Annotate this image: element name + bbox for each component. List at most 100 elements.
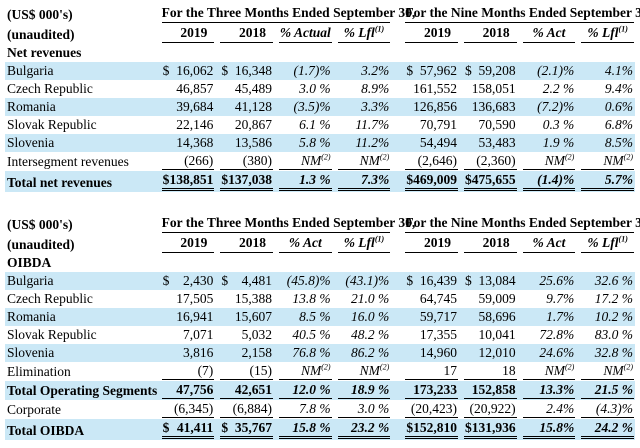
dollar-sign: $ [221, 172, 229, 187]
cell-value: 58,696 [478, 309, 516, 324]
cell-value: 15,607 [234, 309, 272, 324]
dollar-sign: $ [464, 63, 472, 78]
table-row: Intersegment revenues (266) (380) NM(2) NM(2… [5, 152, 635, 171]
value-cell: $137,038 [215, 171, 274, 192]
spacer-cell [391, 272, 401, 290]
cell-value: 21.0 % [351, 291, 390, 306]
value-cell: $35,767 [215, 419, 274, 440]
value-cell: 8.5% [576, 134, 635, 152]
value-cell: 3.0 % [274, 80, 333, 98]
cell-value: (15) [220, 363, 273, 380]
value-cell: (20,423) [400, 400, 459, 419]
cell-value: (266) [161, 153, 215, 170]
cell-value: 16.0 % [351, 309, 390, 324]
column-header-row: (unaudited) 2019 2018 % Act % Lfl(1) 2019 2018… [5, 234, 635, 254]
amount: 16,062 [176, 63, 214, 78]
row-label: Total net revenues [5, 171, 157, 192]
amount: 137,038 [228, 172, 272, 187]
value-cell: 70,590 [459, 116, 518, 134]
row-label: Corporate [7, 402, 61, 417]
cell-value: NM(2) [581, 363, 634, 380]
cell-value: $59,208 [464, 63, 517, 79]
value-cell: NM(2) [274, 152, 333, 171]
cell-value: 1.7% [546, 309, 575, 324]
cell-value: 45,489 [234, 81, 272, 96]
group-header: For the Nine Months Ended September 30, [405, 215, 640, 233]
empty-cell [576, 254, 635, 272]
value-cell: (1.7)% [273, 62, 333, 80]
value-cell: 59,717 [400, 308, 459, 326]
value-cell: $2,430 [156, 272, 216, 290]
group-header: For the Three Months Ended September 30, [161, 215, 415, 233]
value-cell: 86.2 % [332, 344, 392, 362]
amount: 131,936 [471, 420, 516, 435]
empty-cell [518, 44, 577, 62]
group-header-row: (US$ 000's) For the Three Months Ended Se… [5, 4, 640, 24]
group-header-row: (US$ 000's) For the Three Months Ended Se… [5, 214, 640, 234]
value-cell: (266) [157, 152, 216, 171]
cell-value: 2.4% [522, 401, 576, 418]
cell-value: (3.5)% [293, 99, 331, 114]
spacer-cell [391, 419, 401, 440]
cell-value: 8.5 % [299, 309, 331, 324]
value-cell: 161,552 [400, 80, 459, 98]
row-label: Slovenia [5, 134, 157, 152]
column-header: % Act [522, 235, 576, 253]
cell-value: 2,158 [241, 345, 272, 360]
column-header-cell: % Lfl(1) [576, 234, 635, 254]
cell-value: 2.2 % [542, 81, 575, 96]
column-header: 2018 [463, 25, 517, 43]
cell-value: 9.4% [604, 81, 633, 96]
spacer-cell [391, 381, 401, 400]
cell-value: (7) [161, 363, 215, 380]
column-header: % Lfl(1) [337, 235, 391, 253]
spacer-cell [391, 134, 401, 152]
cell-value: (20,922) [463, 401, 517, 418]
value-cell: 13.3% [517, 381, 577, 400]
units-label: (US$ 000's) [7, 7, 73, 22]
value-cell: 4.1% [576, 62, 635, 80]
value-cell: 2.2 % [518, 80, 577, 98]
value-cell: 21.0 % [333, 290, 392, 308]
value-cell: NM(2) [518, 152, 577, 171]
value-cell: $138,851 [156, 171, 216, 192]
value-cell: (45.8)% [273, 272, 333, 290]
cell-value: 13.8 % [292, 291, 331, 306]
amount: 152,810 [413, 420, 457, 435]
column-header-cell: 2018 [215, 234, 274, 254]
section-row: Net revenues [5, 44, 635, 62]
row-label: Slovak Republic [7, 327, 97, 342]
cell-value: 47,756 [161, 382, 215, 399]
cell-value: 14,960 [419, 345, 457, 360]
spacer-cell [391, 44, 400, 62]
column-header-cell: 2019 [157, 24, 216, 44]
cell-value: 7.8 % [278, 401, 332, 418]
table-row: Corporate (6,345) (6,884) 7.8 % 3.0 % (20,423… [5, 400, 635, 419]
value-cell: 32.6 % [576, 272, 635, 290]
value-cell: 10.2 % [576, 308, 635, 326]
value-cell: 1.7% [517, 308, 577, 326]
column-header: 2019 [161, 235, 215, 253]
value-cell: 15.8 % [273, 419, 333, 440]
dollar-sign: $ [406, 420, 414, 435]
value-cell: 6.1 % [274, 116, 333, 134]
empty-cell [215, 44, 274, 62]
cell-value: (2.1)% [537, 63, 575, 78]
row-label: Elimination [7, 364, 71, 379]
cell-value: (45.8)% [286, 273, 331, 288]
value-cell: NM(2) [576, 152, 635, 171]
cell-value: $475,655 [463, 172, 517, 191]
cell-value: 59,717 [419, 309, 457, 324]
empty-cell [576, 44, 635, 62]
cell-value: (20,423) [405, 401, 458, 418]
cell-value: (2,646) [405, 153, 458, 170]
value-cell: $475,655 [458, 171, 518, 192]
empty-cell [518, 254, 577, 272]
value-cell: 14,368 [156, 134, 216, 152]
cell-value: 161,552 [413, 81, 457, 96]
value-cell: 70,791 [400, 116, 459, 134]
empty-cell [333, 44, 392, 62]
amount: 41,411 [176, 420, 214, 435]
empty-cell [157, 44, 216, 62]
